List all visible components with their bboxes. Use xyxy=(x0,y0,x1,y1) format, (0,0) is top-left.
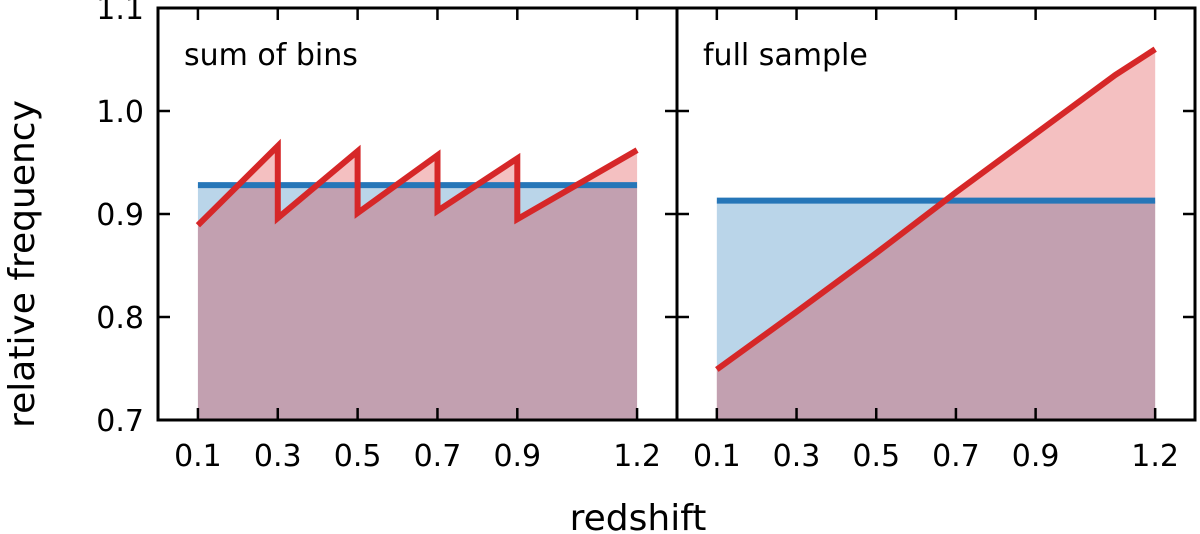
y-tick-label: 1.0 xyxy=(96,95,144,130)
panels: 0.1 0.3 0.5 0.7 0.9 1.2 0.7 0.8 0.9 1.0 1.1 sum of … xyxy=(96,0,1197,474)
x-tick-label: 0.7 xyxy=(932,439,980,474)
x-axis-label: redshift xyxy=(570,498,707,534)
x-tick-label: 0.1 xyxy=(174,439,222,474)
x-tick-label: 0.5 xyxy=(852,439,900,474)
x-tick-label: 0.1 xyxy=(693,439,741,474)
y-tick-label: 0.8 xyxy=(96,301,144,336)
y-tick-label: 0.7 xyxy=(96,404,144,439)
panel-2: 0.1 0.3 0.5 0.7 0.9 1.2 full sample xyxy=(675,6,1197,474)
x-tick-label: 0.9 xyxy=(493,439,541,474)
x-tick-label: 0.3 xyxy=(773,439,821,474)
x-tick-label: 1.2 xyxy=(613,439,661,474)
y-tick-label: 1.1 xyxy=(96,0,144,27)
red-series-line xyxy=(195,138,639,228)
y-tick-label: 0.9 xyxy=(96,198,144,233)
red-series-line xyxy=(715,46,1157,372)
panel-title: full sample xyxy=(703,38,868,73)
overlap-fill-area xyxy=(197,185,638,420)
panel-1: 0.1 0.3 0.5 0.7 0.9 1.2 0.7 0.8 0.9 1.0 1.1 sum of … xyxy=(96,0,679,474)
x-tick-label: 0.7 xyxy=(414,439,462,474)
x-tick-label: 0.5 xyxy=(334,439,382,474)
x-tick-label: 0.9 xyxy=(1012,439,1060,474)
y-axis-label: relative frequency xyxy=(2,100,43,428)
x-tick-label: 1.2 xyxy=(1131,439,1179,474)
panel-title: sum of bins xyxy=(184,38,358,73)
x-tick-label: 0.3 xyxy=(254,439,302,474)
